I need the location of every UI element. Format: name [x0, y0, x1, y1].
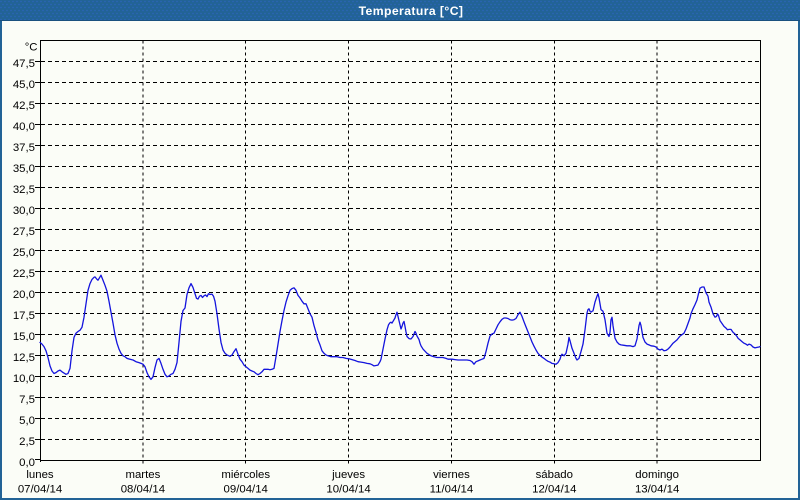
- svg-text:miércoles: miércoles: [221, 469, 270, 481]
- svg-text:12,5: 12,5: [13, 352, 35, 364]
- svg-text:2,5: 2,5: [19, 436, 35, 448]
- svg-text:martes: martes: [125, 469, 160, 481]
- svg-text:17,5: 17,5: [13, 310, 35, 322]
- svg-text:25,0: 25,0: [13, 247, 35, 259]
- svg-text:sábado: sábado: [536, 469, 573, 481]
- svg-text:13/04/14: 13/04/14: [635, 484, 679, 496]
- svg-text:07/04/14: 07/04/14: [18, 484, 62, 496]
- svg-text:22,5: 22,5: [13, 268, 35, 280]
- svg-text:viernes: viernes: [433, 469, 470, 481]
- svg-text:11/04/14: 11/04/14: [430, 484, 474, 496]
- svg-text:20,0: 20,0: [13, 289, 35, 301]
- svg-text:lunes: lunes: [26, 469, 54, 481]
- svg-text:09/04/14: 09/04/14: [224, 484, 268, 496]
- svg-text:15,0: 15,0: [13, 331, 35, 343]
- svg-text:08/04/14: 08/04/14: [121, 484, 165, 496]
- svg-text:30,0: 30,0: [13, 205, 35, 217]
- svg-text:35,0: 35,0: [13, 163, 35, 175]
- svg-text:domingo: domingo: [635, 469, 679, 481]
- svg-text:Temperatura [°C]: Temperatura [°C]: [359, 4, 464, 18]
- svg-text:7,5: 7,5: [19, 394, 35, 406]
- svg-text:°C: °C: [25, 41, 38, 53]
- svg-text:27,5: 27,5: [13, 226, 35, 238]
- svg-text:jueves: jueves: [331, 469, 365, 481]
- svg-text:42,5: 42,5: [13, 100, 35, 112]
- svg-text:40,0: 40,0: [13, 121, 35, 133]
- svg-text:0,0: 0,0: [19, 457, 35, 469]
- svg-text:10/04/14: 10/04/14: [326, 484, 370, 496]
- svg-text:12/04/14: 12/04/14: [532, 484, 576, 496]
- svg-text:37,5: 37,5: [13, 142, 35, 154]
- svg-text:47,5: 47,5: [13, 58, 35, 70]
- svg-text:5,0: 5,0: [19, 415, 35, 427]
- svg-text:45,0: 45,0: [13, 79, 35, 91]
- svg-text:10,0: 10,0: [13, 373, 35, 385]
- svg-text:32,5: 32,5: [13, 184, 35, 196]
